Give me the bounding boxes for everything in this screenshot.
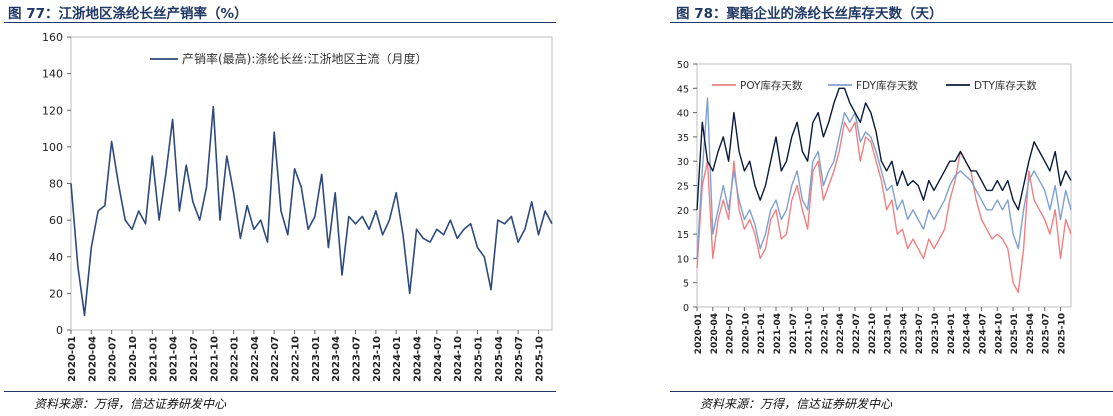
x-tick-label: 2025-07 [514, 336, 525, 382]
x-tick-label: 2021-10 [209, 336, 220, 382]
x-tick-label: 2020-01 [67, 336, 78, 382]
legend-label-3: DTY库存天数 [974, 79, 1037, 92]
x-tick-label: 2023-10 [931, 313, 941, 354]
x-tick-label: 2025-04 [1026, 313, 1036, 354]
y-tick-label: 15 [677, 230, 689, 241]
y-tick-label: 20 [49, 287, 63, 300]
x-tick-label: 2020-10 [741, 313, 751, 354]
source-rule-left [4, 391, 556, 392]
x-tick-label: 2022-04 [250, 336, 261, 382]
plot-frame [70, 36, 553, 331]
x-tick-label: 2024-07 [433, 336, 444, 382]
source-rule-right [670, 391, 1113, 392]
x-tick-label: 2022-01 [820, 313, 830, 354]
x-tick-label: 2025-04 [494, 336, 505, 382]
y-tick-label: 160 [42, 31, 63, 44]
y-tick-label: 0 [683, 303, 689, 314]
legend-label-1: 产销率(最高):涤纶长丝:江浙地区主流（月度） [182, 51, 427, 66]
y-tick-label: 20 [677, 206, 689, 217]
figure-left: 图 77：江浙地区涤纶长丝产销率（%） 0 20 40 60 80 100 120 140 16… [0, 0, 556, 416]
x-tick-label: 2023-07 [352, 336, 363, 382]
x-tick-label: 2024-10 [453, 336, 464, 382]
legend-label-1: POY库存天数 [740, 79, 803, 92]
x-tick-label: 2021-10 [805, 313, 815, 354]
x-tick-label: 2021-04 [773, 313, 783, 354]
x-tick-label: 2025-10 [1057, 313, 1067, 354]
y-tick-label: 140 [42, 68, 63, 81]
x-tick-label: 2023-07 [915, 313, 925, 354]
x-tick-label: 2022-07 [270, 336, 281, 382]
figure-title-right: 图 78：聚酯企业的涤纶长丝库存天数（天） [676, 6, 943, 22]
x-tick-label: 2020-04 [710, 313, 720, 354]
y-tick-label: 45 [677, 84, 689, 95]
x-tick-label: 2021-04 [169, 336, 180, 382]
x-tick-label: 2023-01 [311, 336, 322, 382]
figure-title-left: 图 77：江浙地区涤纶长丝产销率（%） [8, 6, 248, 22]
y-tick-label: 25 [677, 182, 689, 193]
x-tick-label: 2022-10 [291, 336, 302, 382]
source-note-right: 资料来源：万得，信达证券研发中心 [700, 397, 893, 411]
series-line-3 [696, 87, 1072, 211]
source-note-left: 资料来源：万得，信达证券研发中心 [34, 397, 227, 411]
line-chart-left: 0 20 40 60 80 100 120 140 160 2020-01 2020-04 2020-… [42, 31, 553, 382]
x-tick-label: 2021-07 [189, 336, 200, 382]
y-tick-label: 0 [56, 324, 63, 337]
y-tick-label: 10 [677, 254, 689, 265]
x-tick-label: 2025-01 [1010, 313, 1020, 354]
figure-right: 图 78：聚酯企业的涤纶长丝库存天数（天） 0 5 10 15 20 25 30 35 40 45… [670, 0, 1113, 416]
x-tick-label: 2024-04 [963, 313, 973, 354]
x-tick-label: 2023-04 [331, 336, 342, 382]
title-rule-left [4, 22, 556, 23]
x-tick-label: 2020-07 [108, 336, 119, 382]
x-tick-label: 2022-04 [836, 313, 846, 354]
series-line-1 [70, 105, 553, 317]
y-tick-label: 5 [683, 279, 689, 290]
y-tick-label: 120 [42, 104, 63, 117]
y-tick-label: 30 [677, 157, 689, 168]
x-tick-label: 2025-01 [473, 336, 484, 382]
y-tick-label: 35 [677, 133, 689, 144]
x-tick-label: 2022-10 [868, 313, 878, 354]
title-rule-right [670, 22, 1113, 23]
x-tick-label: 2025-10 [534, 336, 545, 382]
series-line-1 [696, 121, 1072, 294]
x-tick-label: 2022-01 [230, 336, 241, 382]
x-tick-label: 2021-07 [789, 313, 799, 354]
legend-label-2: FDY库存天数 [856, 79, 918, 92]
x-tick-label: 2021-01 [757, 313, 767, 354]
x-tick-label: 2020-04 [87, 336, 98, 382]
y-tick-label: 40 [49, 251, 63, 264]
y-tick-label: 80 [49, 178, 63, 191]
x-tick-label: 2024-01 [392, 336, 403, 382]
y-tick-label: 40 [677, 109, 689, 120]
x-tick-label: 2022-07 [852, 313, 862, 354]
x-tick-label: 2020-07 [726, 313, 736, 354]
series-line-2 [696, 97, 1072, 259]
x-tick-label: 2023-04 [899, 313, 909, 354]
x-tick-label: 2024-01 [947, 313, 957, 354]
x-tick-label: 2024-10 [994, 313, 1004, 354]
line-chart-right: 0 5 10 15 20 25 30 35 40 45 50 2020-01 2020-04 2020-0… [677, 60, 1072, 354]
y-tick-label: 100 [42, 141, 63, 154]
plot-frame [696, 63, 1072, 308]
x-tick-label: 2025-07 [1042, 313, 1052, 354]
y-tick-label: 60 [49, 214, 63, 227]
x-tick-label: 2020-10 [128, 336, 139, 382]
x-tick-label: 2024-04 [413, 336, 424, 382]
x-tick-label: 2021-01 [148, 336, 159, 382]
x-tick-label: 2023-10 [372, 336, 383, 382]
x-tick-label: 2024-07 [978, 313, 988, 354]
x-tick-label: 2020-01 [694, 313, 704, 354]
x-tick-label: 2023-01 [884, 313, 894, 354]
y-tick-label: 50 [677, 60, 689, 71]
